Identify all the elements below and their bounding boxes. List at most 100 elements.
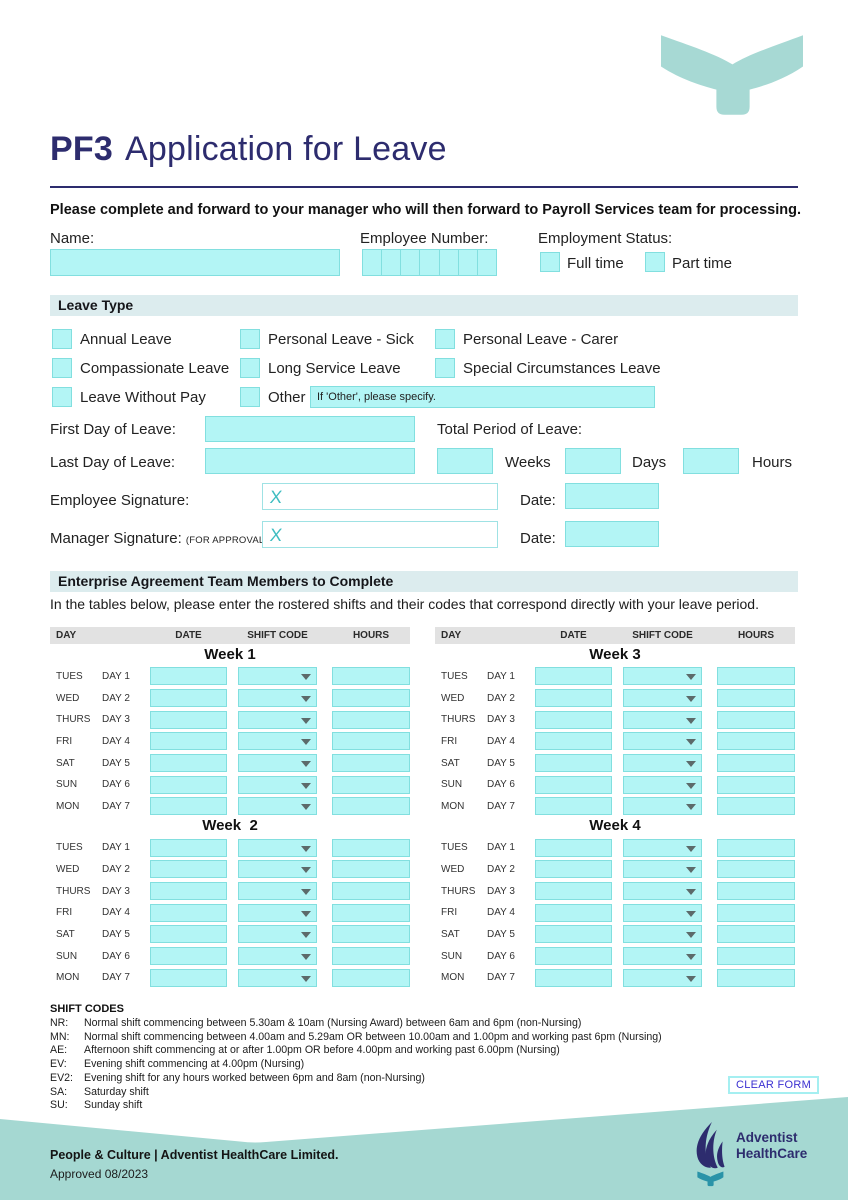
date-input[interactable]: [535, 667, 612, 686]
shift-code-select[interactable]: [238, 860, 317, 879]
shift-code-select[interactable]: [238, 667, 317, 686]
other-specify-input[interactable]: If 'Other', please specify.: [310, 386, 655, 408]
shift-code-select[interactable]: [238, 689, 317, 708]
employee-number-cell[interactable]: [439, 249, 459, 276]
employee-number-cell[interactable]: [362, 249, 383, 276]
date-input[interactable]: [150, 903, 227, 922]
employee-number-cell[interactable]: [382, 249, 402, 276]
hours-input[interactable]: [332, 925, 410, 944]
hours-input[interactable]: [717, 667, 795, 686]
name-input[interactable]: [50, 249, 340, 276]
date-input[interactable]: [535, 732, 612, 751]
date-input[interactable]: [535, 903, 612, 922]
hours-input[interactable]: [332, 860, 410, 879]
hours-input[interactable]: [332, 947, 410, 966]
hours-input[interactable]: [332, 882, 410, 901]
date-input[interactable]: [535, 754, 612, 773]
date-input[interactable]: [535, 882, 612, 901]
hours-input[interactable]: [717, 860, 795, 879]
employee-number-cell[interactable]: [401, 249, 421, 276]
hours-input[interactable]: [332, 775, 410, 794]
hours-input[interactable]: [717, 838, 795, 857]
hours-input[interactable]: [717, 968, 795, 987]
hours-input[interactable]: [332, 689, 410, 708]
date-input[interactable]: [535, 710, 612, 729]
hours-input[interactable]: [332, 754, 410, 773]
employee-number-cell[interactable]: [458, 249, 478, 276]
shift-code-select[interactable]: [623, 732, 702, 751]
hours-input[interactable]: [717, 947, 795, 966]
full-time-checkbox[interactable]: [540, 252, 560, 272]
shift-code-select[interactable]: [623, 968, 702, 987]
shift-code-select[interactable]: [238, 838, 317, 857]
hours-input[interactable]: [332, 710, 410, 729]
long-service-leave-checkbox[interactable]: [240, 358, 260, 378]
hours-input[interactable]: [332, 903, 410, 922]
date-input[interactable]: [535, 925, 612, 944]
hours-input[interactable]: [717, 925, 795, 944]
date-input[interactable]: [150, 860, 227, 879]
date-input[interactable]: [535, 775, 612, 794]
date-input[interactable]: [150, 925, 227, 944]
hours-input[interactable]: [683, 448, 739, 474]
other-leave-checkbox[interactable]: [240, 387, 260, 407]
personal-leave-sick-checkbox[interactable]: [240, 329, 260, 349]
date-input[interactable]: [535, 860, 612, 879]
shift-code-select[interactable]: [623, 838, 702, 857]
leave-without-pay-checkbox[interactable]: [52, 387, 72, 407]
employee-date-input[interactable]: [565, 483, 659, 509]
shift-code-select[interactable]: [238, 732, 317, 751]
date-input[interactable]: [535, 968, 612, 987]
date-input[interactable]: [150, 968, 227, 987]
date-input[interactable]: [150, 838, 227, 857]
employee-number-cell[interactable]: [420, 249, 440, 276]
annual-leave-checkbox[interactable]: [52, 329, 72, 349]
last-day-input[interactable]: [205, 448, 415, 474]
shift-code-select[interactable]: [238, 882, 317, 901]
employee-number-cell[interactable]: [477, 249, 497, 276]
shift-code-select[interactable]: [238, 903, 317, 922]
hours-input[interactable]: [717, 710, 795, 729]
hours-input[interactable]: [332, 667, 410, 686]
date-input[interactable]: [150, 667, 227, 686]
hours-input[interactable]: [332, 968, 410, 987]
shift-code-select[interactable]: [238, 754, 317, 773]
shift-code-select[interactable]: [623, 775, 702, 794]
date-input[interactable]: [535, 797, 612, 816]
hours-input[interactable]: [717, 732, 795, 751]
hours-input[interactable]: [717, 797, 795, 816]
shift-code-select[interactable]: [623, 797, 702, 816]
shift-code-select[interactable]: [238, 968, 317, 987]
shift-code-select[interactable]: [623, 667, 702, 686]
compassionate-leave-checkbox[interactable]: [52, 358, 72, 378]
shift-code-select[interactable]: [623, 710, 702, 729]
shift-code-select[interactable]: [623, 754, 702, 773]
hours-input[interactable]: [717, 775, 795, 794]
shift-code-select[interactable]: [238, 947, 317, 966]
hours-input[interactable]: [717, 903, 795, 922]
date-input[interactable]: [150, 882, 227, 901]
hours-input[interactable]: [332, 732, 410, 751]
personal-leave-carer-checkbox[interactable]: [435, 329, 455, 349]
date-input[interactable]: [535, 689, 612, 708]
hours-input[interactable]: [717, 689, 795, 708]
shift-code-select[interactable]: [623, 947, 702, 966]
date-input[interactable]: [150, 754, 227, 773]
shift-code-select[interactable]: [623, 689, 702, 708]
clear-form-button[interactable]: CLEAR FORM: [728, 1076, 820, 1094]
shift-code-select[interactable]: [238, 710, 317, 729]
hours-input[interactable]: [717, 882, 795, 901]
manager-date-input[interactable]: [565, 521, 659, 547]
employee-signature-field[interactable]: X: [262, 483, 498, 510]
weeks-input[interactable]: [437, 448, 493, 474]
date-input[interactable]: [535, 838, 612, 857]
date-input[interactable]: [535, 947, 612, 966]
date-input[interactable]: [150, 710, 227, 729]
shift-code-select[interactable]: [623, 882, 702, 901]
special-circumstances-leave-checkbox[interactable]: [435, 358, 455, 378]
shift-code-select[interactable]: [238, 797, 317, 816]
shift-code-select[interactable]: [238, 925, 317, 944]
employee-number-field[interactable]: [362, 249, 497, 276]
date-input[interactable]: [150, 947, 227, 966]
shift-code-select[interactable]: [623, 860, 702, 879]
